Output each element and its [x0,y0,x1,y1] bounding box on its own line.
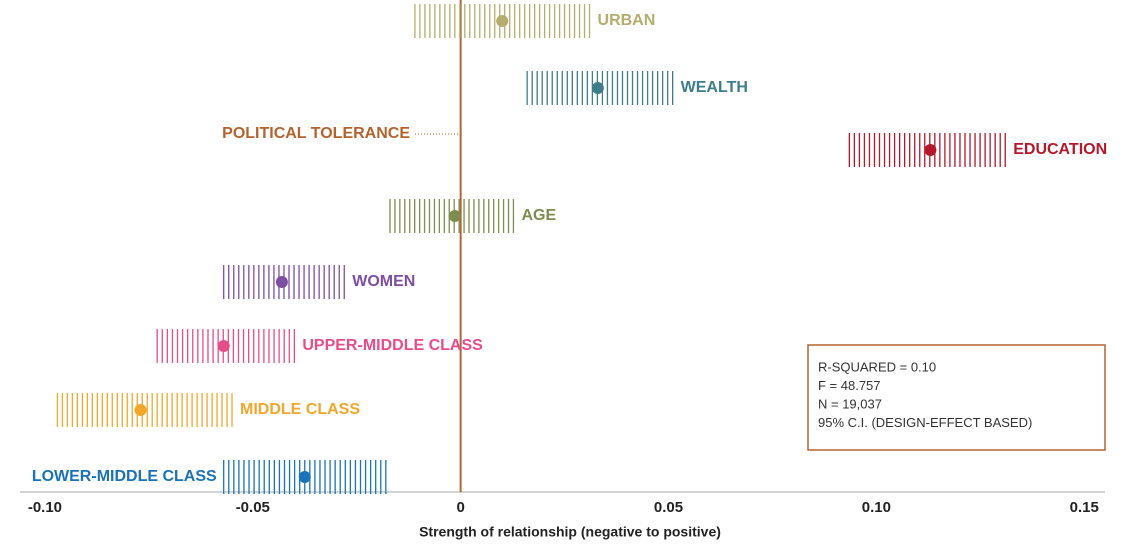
series-label: LOWER-MIDDLE CLASS [32,468,217,485]
series-label: EDUCATION [1013,141,1107,158]
x-tick-label: 0 [456,499,464,516]
x-tick-label: 0.15 [1070,499,1099,516]
note-box [807,344,1106,451]
series-label: WOMEN [352,273,415,290]
series-label: URBAN [598,12,656,29]
series-label: UPPER-MIDDLE CLASS [302,337,483,354]
point [448,210,461,222]
x-tick-label: 0.10 [862,499,891,516]
point [298,471,311,483]
confidence-interval [389,199,515,233]
series-label: AGE [521,207,556,224]
x-tick-label: -0.05 [236,499,270,516]
note-text: R-SQUARED = 0.10 [818,359,936,374]
point [134,404,147,416]
x-axis-label: Strength of relationship (negative to po… [419,524,721,540]
point [275,276,288,288]
note-text: F = 48.757 [818,378,881,393]
point [924,144,937,156]
point [591,82,604,94]
confidence-interval [156,329,296,363]
x-tick-label: 0.05 [654,499,683,516]
note-text: 95% C.I. (DESIGN-EFFECT BASED) [818,415,1032,430]
confidence-interval [414,4,591,38]
note-text: N = 19,037 [818,396,882,411]
series-label: WEALTH [681,79,748,96]
x-tick-label: -0.10 [28,499,62,516]
confidence-interval [526,71,674,105]
point [217,340,230,352]
series-label: MIDDLE CLASS [240,401,360,418]
confidence-interval [56,393,233,427]
dependent-label: POLITICAL TOLERANCE [222,125,410,142]
point [496,15,509,27]
